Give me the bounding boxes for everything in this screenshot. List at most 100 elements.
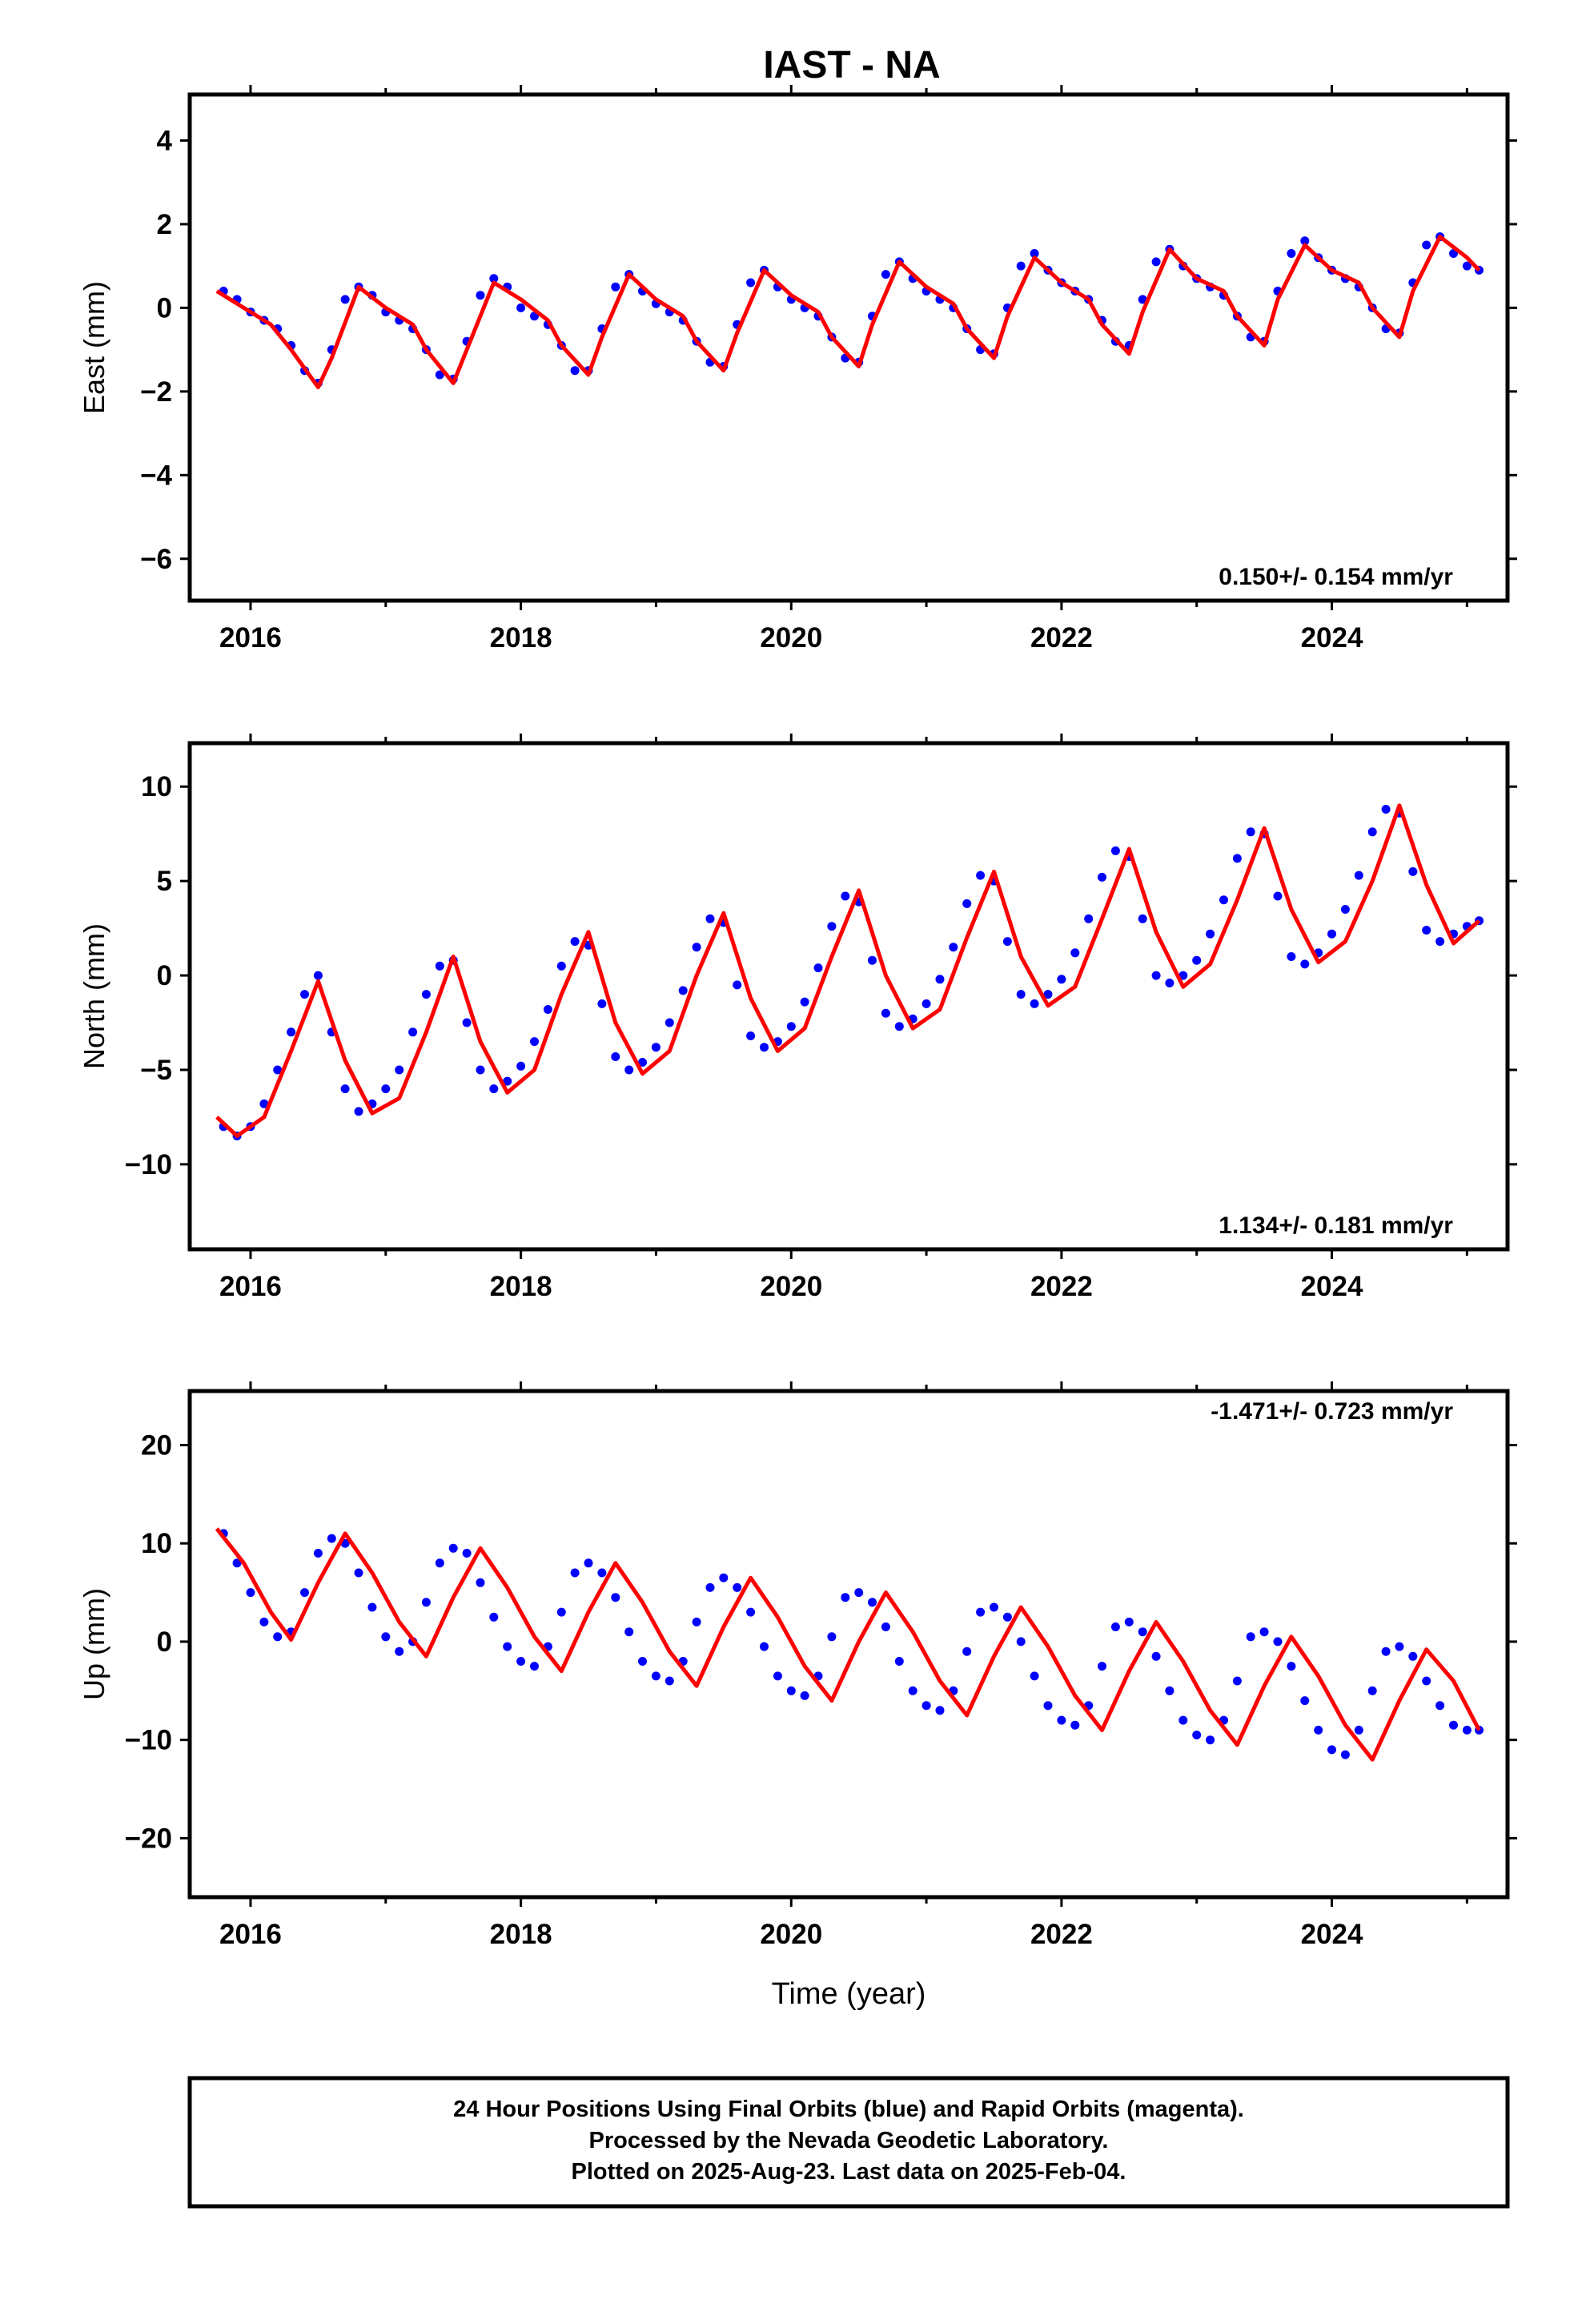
up-data-point <box>1246 1632 1255 1642</box>
north-data-point <box>597 999 607 1008</box>
north-data-point <box>1070 948 1080 958</box>
up-plot-area <box>215 1527 1484 1762</box>
up-data-point <box>800 1691 809 1700</box>
up-data-point <box>354 1568 363 1578</box>
north-data-point <box>786 1022 796 1031</box>
up-data-point <box>435 1558 444 1568</box>
up-data-point <box>841 1593 850 1602</box>
up-data-point <box>313 1549 323 1558</box>
north-data-point <box>259 1099 269 1108</box>
north-data-point <box>746 1031 756 1040</box>
north-data-point <box>395 1065 404 1075</box>
north-frame <box>187 741 1510 1252</box>
up-data-point <box>381 1632 391 1642</box>
north-fit-line <box>215 803 1481 1138</box>
up-data-point <box>489 1612 499 1622</box>
north-xtick-label: 2022 <box>1030 1271 1093 1302</box>
up-data-point <box>1435 1701 1445 1711</box>
up-ytick-label: −20 <box>125 1823 172 1854</box>
north-data-point <box>1043 990 1053 999</box>
up-data-point <box>503 1642 512 1651</box>
north-data-point <box>1110 846 1120 855</box>
north-data-point <box>665 1018 674 1027</box>
north-data-point <box>489 1084 499 1094</box>
east-ytick-label: −6 <box>140 544 172 575</box>
north-data-point <box>1178 971 1188 980</box>
north-data-point <box>1422 926 1431 935</box>
north-ytick-label: 0 <box>157 960 172 991</box>
east-data-point <box>435 370 444 380</box>
up-data-point <box>421 1598 431 1607</box>
up-data-point <box>1408 1651 1418 1661</box>
up-data-point <box>516 1657 526 1666</box>
up-y-axis-label: Up (mm) <box>78 1588 110 1700</box>
up-data-point <box>273 1632 283 1642</box>
north-data-point <box>827 922 837 931</box>
east-data-point <box>1462 261 1472 271</box>
up-data-point <box>476 1578 485 1587</box>
east-data-point <box>746 278 756 287</box>
x-axis-label: Time (year) <box>772 1977 926 2011</box>
north-data-point <box>935 975 945 984</box>
north-data-point <box>1287 952 1296 961</box>
up-data-point <box>556 1607 566 1617</box>
east-data-point <box>611 282 620 292</box>
up-ytick-label: 10 <box>141 1528 172 1559</box>
up-data-point <box>300 1588 309 1598</box>
east-frame <box>187 92 1510 603</box>
north-data-point <box>503 1076 512 1086</box>
east-plot-area <box>215 232 1484 390</box>
up-data-point <box>584 1558 593 1568</box>
up-data-point <box>1300 1696 1310 1706</box>
north-xtick-label: 2018 <box>490 1271 552 1302</box>
east-data-point <box>1422 240 1431 250</box>
up-data-point <box>1422 1676 1431 1686</box>
up-data-point <box>773 1671 782 1681</box>
north-data-point <box>813 963 823 973</box>
up-data-point <box>570 1568 580 1578</box>
east-ytick-label: 0 <box>157 292 172 324</box>
north-data-point <box>1367 827 1377 837</box>
east-data-point <box>881 270 890 279</box>
north-data-point <box>1030 999 1039 1008</box>
north-data-point <box>1408 866 1418 876</box>
north-data-point <box>1057 975 1066 984</box>
north-data-point <box>1002 937 1012 947</box>
up-data-point <box>1057 1715 1066 1725</box>
up-data-point <box>1124 1617 1134 1626</box>
up-fit-line <box>215 1527 1481 1762</box>
north-xtick-label: 2020 <box>760 1271 822 1302</box>
east-xtick-label: 2020 <box>760 622 822 653</box>
north-data-point <box>543 1005 552 1014</box>
north-data-point <box>692 943 701 952</box>
up-data-point <box>921 1701 931 1711</box>
up-data-point <box>1138 1627 1147 1637</box>
up-data-point <box>367 1602 377 1612</box>
up-data-point <box>760 1642 769 1651</box>
up-data-point <box>1098 1662 1106 1671</box>
north-xtick-label: 2016 <box>219 1271 282 1302</box>
east-data-point <box>1287 249 1296 258</box>
up-data-point <box>976 1607 986 1617</box>
north-data-point <box>381 1084 391 1094</box>
north-data-point <box>1435 937 1445 947</box>
north-data-point <box>1232 854 1242 863</box>
up-data-point <box>1462 1725 1472 1735</box>
north-data-point <box>530 1037 539 1047</box>
north-ytick-label: 10 <box>141 771 172 802</box>
up-data-point <box>1110 1622 1120 1631</box>
up-data-point <box>1314 1725 1323 1735</box>
up-data-point <box>259 1617 269 1626</box>
east-ytick-label: 4 <box>157 125 173 156</box>
north-data-point <box>476 1065 485 1075</box>
footer-box <box>187 2076 1510 2209</box>
north-data-point <box>1098 872 1106 882</box>
north-data-point <box>1219 895 1228 905</box>
up-data-point <box>448 1543 458 1553</box>
north-data-point <box>733 980 742 990</box>
up-data-point <box>746 1607 756 1617</box>
up-data-point <box>1165 1686 1174 1695</box>
up-data-point <box>1232 1676 1242 1686</box>
north-data-point <box>800 997 809 1007</box>
up-data-point <box>1178 1715 1188 1725</box>
